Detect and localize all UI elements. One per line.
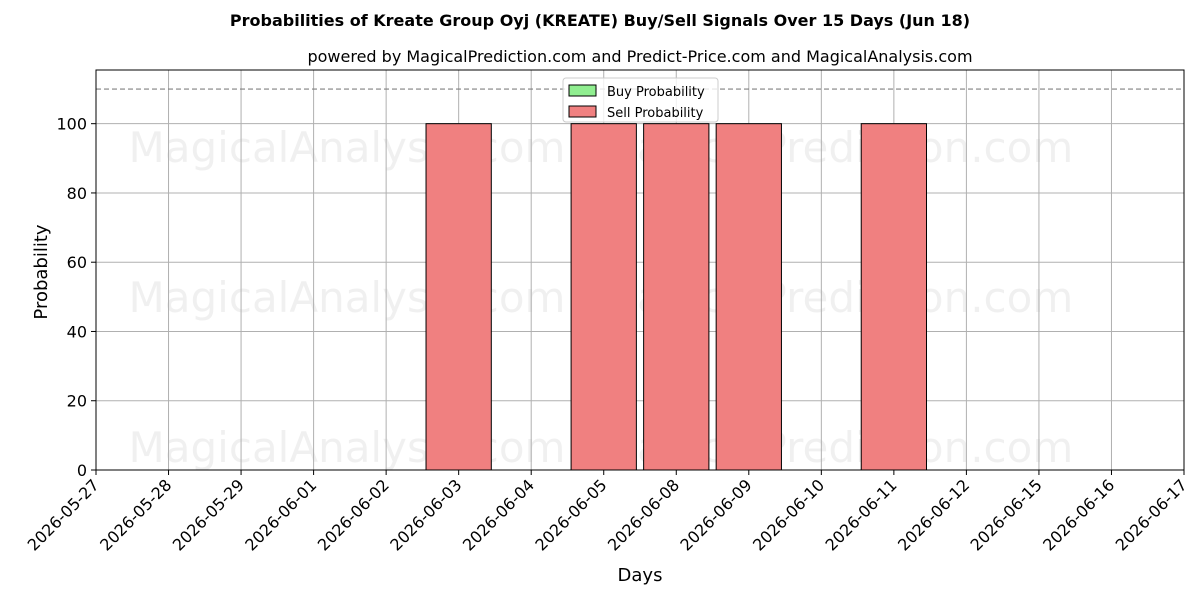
- x-tick-label: 2026-06-16: [1039, 475, 1118, 554]
- chart-title: Probabilities of Kreate Group Oyj (KREAT…: [230, 11, 970, 30]
- legend-label: Sell Probability: [607, 106, 704, 121]
- y-tick-label: 0: [77, 461, 87, 480]
- x-tick-label: 2026-06-12: [894, 475, 973, 554]
- x-tick-label: 2026-06-15: [967, 475, 1046, 554]
- chart-subtitle: powered by MagicalPrediction.com and Pre…: [307, 47, 972, 66]
- plot-frame: [95, 69, 1185, 471]
- legend-label: Buy Probability: [607, 85, 705, 100]
- x-tick-label: 2026-05-29: [169, 475, 248, 554]
- y-axis-label: Probability: [31, 224, 52, 319]
- y-tick-label: 80: [67, 184, 87, 203]
- legend-swatch: [568, 84, 597, 97]
- y-tick-label: 60: [67, 253, 87, 272]
- x-axis-label: Days: [618, 565, 663, 586]
- y-tick-label: 20: [67, 392, 87, 411]
- bar-sell-probability: [425, 123, 492, 471]
- y-tick-label: 40: [67, 322, 87, 341]
- x-tick-label: 2026-06-01: [241, 475, 320, 554]
- x-tick-label: 2026-06-02: [314, 475, 393, 554]
- bar-sell-probability: [715, 123, 782, 471]
- bar-sell-probability: [643, 123, 710, 471]
- bar-sell-probability: [860, 123, 928, 471]
- x-tick-label: 2026-06-08: [604, 475, 683, 554]
- legend-swatch: [568, 105, 597, 118]
- watermark-text: MagicalAnalysis.com: [129, 123, 566, 172]
- x-tick-label: 2026-06-11: [822, 475, 901, 554]
- plot-area: MagicalAnalysis.com MagicalPrediction.com…: [24, 69, 1191, 555]
- x-tick-label: 2026-06-03: [386, 475, 465, 554]
- x-tick-label: 2026-06-05: [531, 475, 610, 554]
- x-tick-label: 2026-05-27: [24, 475, 103, 554]
- x-tick-label: 2026-06-10: [749, 475, 828, 554]
- legend-box: [562, 77, 719, 123]
- x-tick-label: 2026-06-17: [1112, 475, 1191, 554]
- bar-sell-probability: [570, 123, 637, 471]
- x-tick-label: 2026-05-28: [96, 475, 175, 554]
- x-tick-label: 2026-06-04: [459, 475, 538, 554]
- y-tick-label: 100: [56, 115, 87, 134]
- x-tick-label: 2026-06-09: [676, 475, 755, 554]
- watermark-text: MagicalAnalysis.com: [129, 423, 566, 472]
- watermark-text: MagicalAnalysis.com: [129, 273, 566, 322]
